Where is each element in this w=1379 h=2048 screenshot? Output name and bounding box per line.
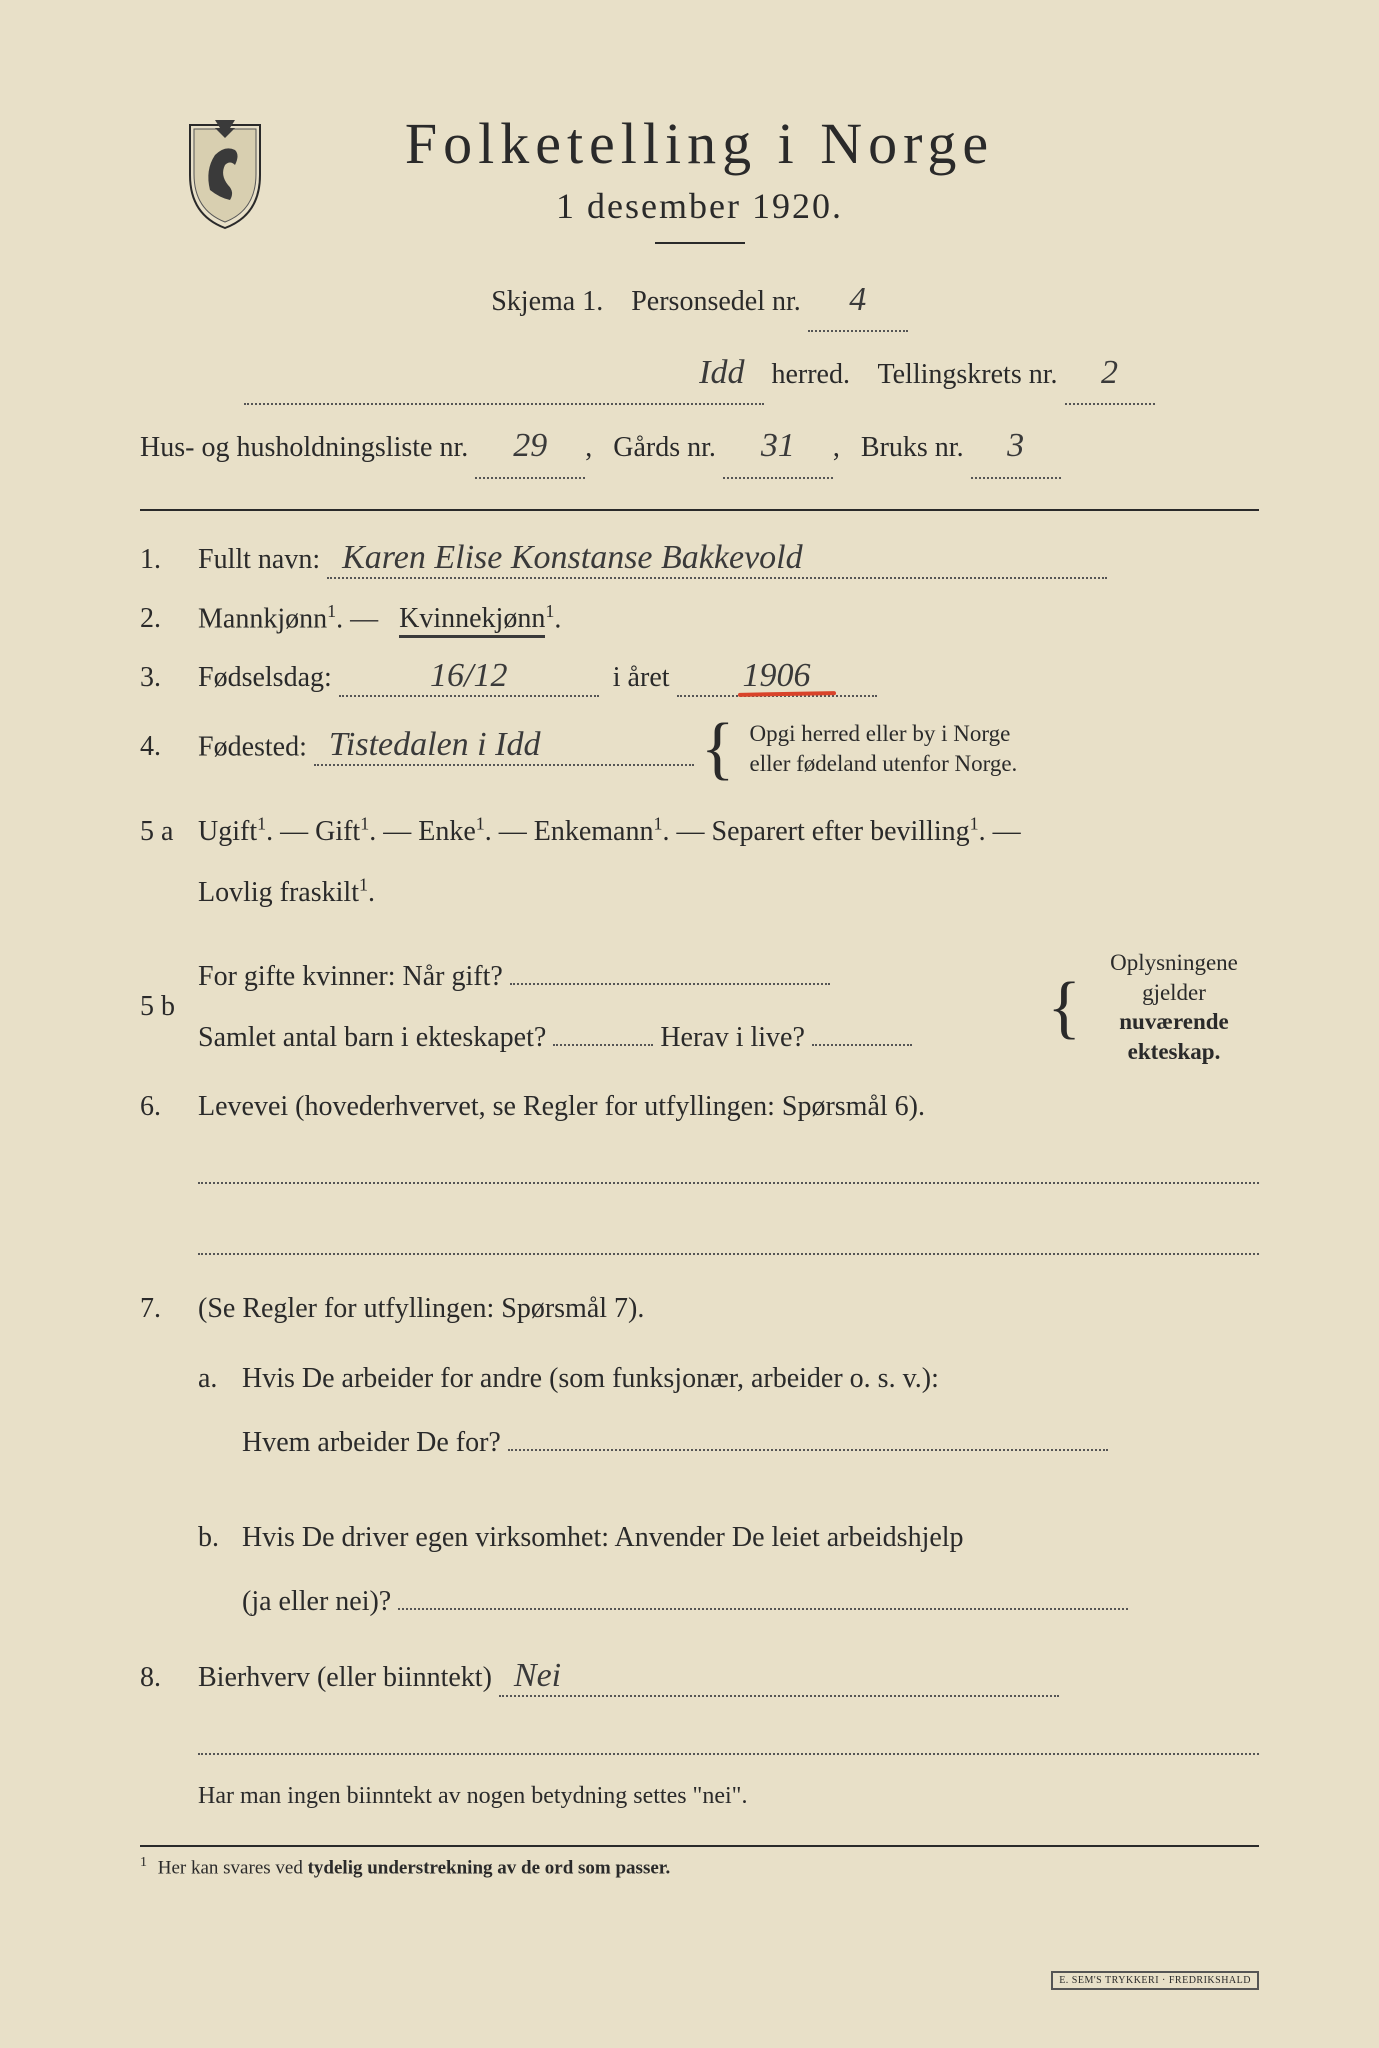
q7b-value	[398, 1608, 1128, 1610]
q6-blank-1	[198, 1148, 1259, 1184]
q4-note: Opgi herred eller by i Norge eller fødel…	[750, 719, 1018, 779]
q5a-num: 5 a	[140, 816, 198, 848]
form-date: 1 desember 1920.	[140, 185, 1259, 227]
q2-kvinne: Kvinnekjønn	[399, 603, 545, 638]
q7-row: 7. (Se Regler for utfyllingen: Spørsmål …	[140, 1293, 1259, 1325]
q4-value: Tistedalen i Idd	[314, 726, 694, 766]
q7-num: 7.	[140, 1293, 198, 1325]
q2-row: 2. Mannkjønn1. — Kvinnekjønn1.	[140, 601, 1259, 635]
q6-row: 6. Levevei (hovederhvervet, se Regler fo…	[140, 1091, 1259, 1123]
q7a-letter: a.	[198, 1363, 242, 1395]
q5a-ugift: Ugift	[198, 816, 257, 847]
q7a-row: a. Hvis De arbeider for andre (som funks…	[198, 1347, 1259, 1476]
footer-note: Har man ingen biinntekt av nogen betydni…	[198, 1783, 1259, 1810]
header-divider	[655, 242, 745, 244]
q8-value: Nei	[499, 1657, 1059, 1697]
q8-row: 8. Bierhverv (eller biinntekt) Nei	[140, 1657, 1259, 1697]
herred-label: herred.	[771, 359, 850, 390]
q7a-text2: Hvem arbeider De for?	[242, 1427, 501, 1458]
q5b-row: 5 b For gifte kvinner: Når gift? Samlet …	[140, 946, 1259, 1069]
q6-num: 6.	[140, 1091, 198, 1123]
q5b-note: Oplysningene gjelder nuværende ekteskap.	[1089, 948, 1259, 1068]
q7a-text1: Hvis De arbeider for andre (som funksjon…	[242, 1363, 939, 1394]
husliste-nr: 29	[475, 415, 585, 478]
q1-row: 1. Fullt navn: Karen Elise Konstanse Bak…	[140, 539, 1259, 579]
skjema-line: Skjema 1. Personsedel nr. 4	[140, 269, 1259, 332]
herred-value: Idd	[244, 342, 764, 405]
q2-num: 2.	[140, 603, 198, 635]
q4-num: 4.	[140, 731, 198, 763]
q7b-text2: (ja eller nei)?	[242, 1586, 391, 1617]
q5b-barn-total	[553, 1044, 653, 1046]
q8-label: Bierhverv (eller biinntekt)	[198, 1662, 492, 1693]
footnote-rule	[140, 1845, 1259, 1847]
form-title: Folketelling i Norge	[140, 110, 1259, 177]
q4-label: Fødested:	[198, 731, 307, 762]
personseddel-nr: 4	[808, 269, 908, 332]
q8-num: 8.	[140, 1662, 198, 1694]
q3-mid: i året	[613, 662, 670, 693]
q5a-fraskilt: Lovlig fraskilt	[198, 877, 359, 908]
q5a-enkemann: Enkemann	[534, 816, 654, 847]
husliste-line: Hus- og husholdningsliste nr. 29, Gårds …	[140, 415, 1259, 478]
herred-line: Idd herred. Tellingskrets nr. 2	[140, 342, 1259, 405]
q1-value: Karen Elise Konstanse Bakkevold	[327, 539, 1107, 579]
brace-icon: {	[1047, 990, 1081, 1025]
footnote-1: 1 Her kan svares ved tydelig understrekn…	[140, 1855, 1259, 1879]
personseddel-label: Personsedel nr.	[631, 286, 801, 317]
q3-num: 3.	[140, 662, 198, 694]
form-header: Folketelling i Norge 1 desember 1920. Sk…	[140, 110, 1259, 479]
q5a-gift: Gift	[315, 816, 360, 847]
q4-row: 4. Fødested: Tistedalen i Idd { Opgi her…	[140, 719, 1259, 779]
census-form-page: Folketelling i Norge 1 desember 1920. Sk…	[0, 0, 1379, 2048]
brace-icon: {	[701, 731, 735, 766]
q3-label: Fødselsdag:	[198, 662, 332, 693]
q7b-letter: b.	[198, 1522, 242, 1554]
gards-nr: 31	[723, 415, 833, 478]
skjema-label: Skjema 1.	[491, 286, 603, 317]
q7b-text1: Hvis De driver egen virksomhet: Anvender…	[242, 1522, 964, 1553]
q6-blank-2	[198, 1219, 1259, 1255]
q5a-separert: Separert efter bevilling	[712, 816, 970, 847]
coat-of-arms-icon	[180, 120, 270, 230]
printer-mark: E. SEM'S TRYKKERI · FREDRIKSHALD	[1051, 1971, 1259, 1990]
bruks-nr: 3	[971, 415, 1061, 478]
q7a-value	[508, 1449, 1108, 1451]
bruks-label: Bruks nr.	[861, 432, 964, 463]
q7-label: (Se Regler for utfyllingen: Spørsmål 7).	[198, 1293, 644, 1324]
q5b-line1: For gifte kvinner: Når gift?	[198, 961, 503, 992]
q6-label: Levevei (hovederhvervet, se Regler for u…	[198, 1091, 925, 1122]
tellingskrets-nr: 2	[1065, 342, 1155, 405]
q8-blank-1	[198, 1719, 1259, 1755]
q5b-barn-levende	[812, 1044, 912, 1046]
q8-blank	[198, 1719, 1259, 1755]
q1-label: Fullt navn:	[198, 544, 320, 575]
q3-row: 3. Fødselsdag: 16/12 i året 1906	[140, 657, 1259, 697]
q5a-row: 5 a Ugift1. — Gift1. — Enke1. — Enkemann…	[140, 801, 1259, 924]
q5a-enke: Enke	[418, 816, 476, 847]
q2-mann: Mannkjønn	[198, 603, 327, 634]
gards-label: Gårds nr.	[613, 432, 716, 463]
q5b-num: 5 b	[140, 991, 198, 1023]
q1-num: 1.	[140, 544, 198, 576]
q5b-gift-year	[510, 983, 830, 985]
q6-blanks	[198, 1148, 1259, 1255]
q3-year: 1906	[743, 657, 811, 694]
tellingskrets-label: Tellingskrets nr.	[877, 359, 1057, 390]
section-rule-1	[140, 509, 1259, 511]
q7b-row: b. Hvis De driver egen virksomhet: Anven…	[198, 1506, 1259, 1635]
husliste-label: Hus- og husholdningsliste nr.	[140, 432, 468, 463]
q5b-line2b: Herav i live?	[660, 1022, 805, 1053]
q3-day: 16/12	[339, 657, 599, 697]
q5b-line2a: Samlet antal barn i ekteskapet?	[198, 1022, 546, 1053]
